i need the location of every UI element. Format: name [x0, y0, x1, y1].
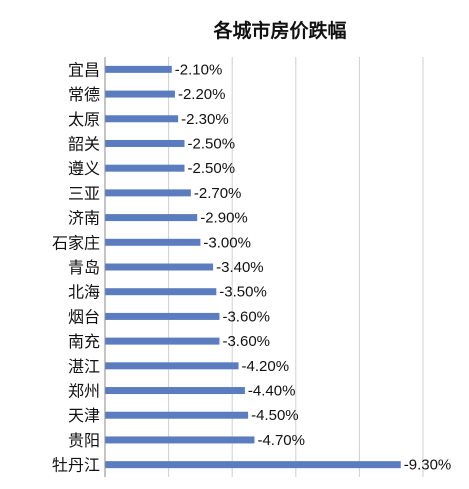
- bar: [105, 65, 172, 73]
- data-label: -3.50%: [219, 284, 267, 301]
- bar: [105, 312, 220, 320]
- data-label: -4.70%: [257, 432, 305, 449]
- data-label: -3.60%: [222, 333, 270, 350]
- bar: [105, 411, 249, 419]
- chart-title: 各城市房价跌幅: [212, 19, 346, 42]
- category-label: 贵阳: [68, 431, 100, 450]
- data-label: -2.90%: [200, 210, 248, 227]
- category-label: 郑州: [68, 382, 100, 401]
- bar: [105, 461, 401, 469]
- category-label: 南充: [68, 332, 100, 351]
- bar: [105, 337, 220, 345]
- bar: [105, 238, 201, 246]
- data-labels: -2.10% -2.20% -2.30% -2.50% -2.50% -2.70% -2.9…: [175, 61, 451, 473]
- data-label: -2.20%: [178, 86, 226, 103]
- data-label: -2.30%: [181, 111, 229, 128]
- data-label: -4.40%: [248, 383, 296, 400]
- category-label: 三亚: [68, 184, 100, 203]
- data-label: -3.00%: [203, 234, 251, 251]
- category-label: 天津: [68, 406, 100, 425]
- bar: [105, 436, 255, 444]
- category-label: 济南: [68, 209, 100, 228]
- data-label: -2.50%: [188, 135, 236, 152]
- data-label: -9.30%: [404, 457, 452, 474]
- bar: [105, 90, 175, 98]
- category-label: 青岛: [68, 258, 100, 277]
- category-label: 石家庄: [52, 233, 100, 252]
- data-label: -2.70%: [194, 185, 242, 202]
- data-label: -3.60%: [222, 308, 270, 325]
- category-label: 常德: [68, 85, 100, 104]
- category-label: 韶关: [68, 134, 100, 153]
- category-label: 湛江: [68, 357, 100, 376]
- bar: [105, 214, 198, 222]
- category-label: 太原: [68, 110, 100, 129]
- category-label: 牡丹江: [52, 456, 100, 475]
- data-label: -2.10%: [175, 61, 223, 78]
- data-label: -2.50%: [188, 160, 236, 177]
- bar: [105, 288, 217, 296]
- data-label: -4.20%: [242, 358, 290, 375]
- category-label: 遵义: [68, 159, 100, 178]
- bar: [105, 263, 214, 271]
- data-label: -3.40%: [216, 259, 264, 276]
- category-label: 北海: [68, 283, 100, 302]
- bar: [105, 164, 185, 172]
- bar: [105, 115, 179, 123]
- category-label: 烟台: [68, 307, 100, 326]
- gridlines: [168, 57, 424, 477]
- bar: [105, 139, 185, 147]
- category-label: 宜昌: [68, 60, 100, 79]
- bar: [105, 362, 239, 370]
- bar: [105, 189, 191, 197]
- data-label: -4.50%: [251, 407, 299, 424]
- bar-series: [105, 65, 401, 469]
- bar: [105, 387, 245, 395]
